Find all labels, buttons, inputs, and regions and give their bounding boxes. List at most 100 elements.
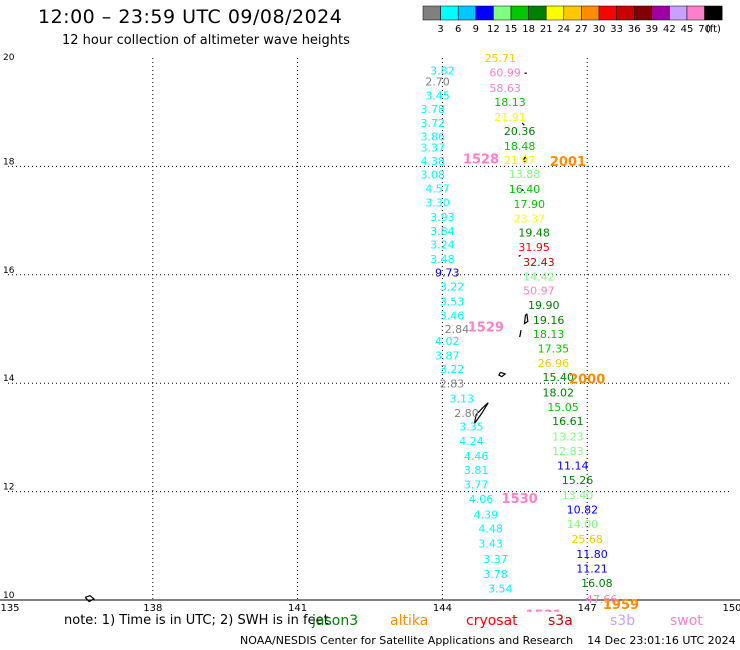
wave-height-value: 21.97 — [504, 154, 536, 167]
wave-height-value: 19.90 — [528, 299, 560, 312]
wave-height-value: 3.37 — [420, 141, 445, 154]
legend-cryosat: cryosat — [466, 613, 518, 629]
color-scale-label: (ft) — [706, 24, 721, 35]
color-scale-label: 36 — [628, 24, 641, 35]
legend-altika: altika — [390, 613, 429, 629]
y-tick-label: 10 — [3, 591, 15, 601]
credit-text: NOAA/NESDIS Center for Satellite Applica… — [240, 634, 574, 647]
wave-height-value: 14.42 — [523, 270, 555, 283]
pass-time-annotation: 1530 — [502, 492, 538, 507]
wave-height-value: 3.48 — [430, 253, 455, 266]
wave-height-value: 15.40 — [542, 371, 574, 384]
wave-height-value: 25.68 — [571, 533, 603, 546]
color-scale-label: 18 — [522, 24, 535, 35]
pass-time-annotation: 2001 — [550, 155, 586, 170]
wave-height-value: 3.08 — [420, 169, 445, 182]
wave-height-value: 16.61 — [552, 415, 584, 428]
wave-height-value: 19.48 — [518, 227, 550, 240]
coastline — [522, 155, 528, 163]
wave-height-value: 4.38 — [420, 155, 445, 168]
chart-subtitle: 12 hour collection of altimeter wave hei… — [62, 33, 350, 48]
wave-height-value: 32.43 — [523, 256, 555, 269]
wave-height-value: 11.21 — [576, 563, 608, 576]
pass-time-annotation: 1959 — [603, 598, 639, 612]
wave-height-value: 3.72 — [420, 117, 445, 130]
color-scale-label: 9 — [473, 24, 479, 35]
wave-height-value: 17.90 — [514, 198, 546, 211]
wave-height-value: 3.78 — [483, 568, 508, 581]
wave-height-value: 9.73 — [435, 267, 460, 280]
wave-height-value: 2.70 — [425, 75, 450, 88]
wave-height-value: 13.23 — [552, 430, 584, 443]
wave-height-value: 3.13 — [449, 392, 474, 405]
wave-height-value: 58.63 — [489, 82, 521, 95]
x-tick-label: 138 — [143, 603, 162, 612]
legend-swot: swot — [670, 613, 703, 629]
wave-height-value: 3.45 — [425, 89, 450, 102]
color-scale-legend: 3 6 9 12 15 18 21 24 27 30 33 36 39 42 45 70(ft) — [422, 5, 723, 35]
color-scale-label: 27 — [575, 24, 588, 35]
wave-height-value: 11.80 — [576, 548, 608, 561]
wave-height-value: 3.84 — [430, 225, 455, 238]
wave-height-value: 3.46 — [440, 309, 465, 322]
x-tick-label: 141 — [288, 603, 307, 612]
wave-height-value: 18.48 — [504, 140, 536, 153]
color-scale-label: 30 — [593, 24, 606, 35]
y-tick-label: 20 — [3, 53, 15, 63]
wave-height-value: 3.30 — [425, 197, 450, 210]
wave-height-value: 18.13 — [494, 96, 526, 109]
pass-time-annotation: 2000 — [569, 372, 605, 387]
wave-height-value: 3.22 — [440, 363, 465, 376]
wave-height-value: 4.06 — [469, 493, 494, 506]
wave-height-value: 15.05 — [547, 401, 579, 414]
color-scale-label: 6 — [455, 24, 461, 35]
wave-height-value: 2.83 — [440, 378, 465, 391]
wave-height-value: 18.02 — [542, 386, 574, 399]
wave-height-value: 3.53 — [440, 295, 465, 308]
coastline — [521, 122, 525, 126]
legend-jason3: jason3 — [312, 613, 359, 629]
wave-height-value: 3.43 — [478, 538, 503, 551]
chart-plot: 135 138 141 144 147 1501012141618203.822.703.… — [0, 52, 740, 612]
wave-height-value: 16.08 — [581, 577, 613, 590]
wave-height-value: 60.99 — [489, 67, 521, 80]
color-scale-label: 42 — [663, 24, 676, 35]
wave-height-value: 3.22 — [440, 281, 465, 294]
wave-height-value: 18.13 — [533, 328, 565, 341]
wave-height-value: 4.48 — [478, 522, 503, 535]
wave-height-value: 47.66 — [586, 593, 618, 606]
wave-height-value: 3.54 — [488, 583, 513, 596]
wave-height-value: 4.02 — [435, 335, 460, 348]
color-scale-label: 3 — [437, 24, 443, 35]
legend-s3a: s3a — [548, 613, 573, 629]
wave-height-value: 3.87 — [435, 350, 460, 363]
coastline — [84, 594, 95, 603]
wave-height-value: 25.71 — [485, 52, 517, 65]
pass-time-annotation: 1528 — [463, 152, 499, 167]
legend-note: note: 1) Time is in UTC; 2) SWH is in fe… — [64, 613, 329, 628]
color-scale-label: 15 — [505, 24, 518, 35]
color-scale-label: 45 — [681, 24, 694, 35]
wave-height-value: 3.78 — [420, 103, 445, 116]
wave-height-value: 3.81 — [464, 464, 489, 477]
wave-height-value: 10.82 — [567, 503, 599, 516]
wave-height-value: 4.24 — [459, 435, 484, 448]
wave-height-value: 11.14 — [557, 460, 589, 473]
chart-title: 12:00 – 23:59 UTC 09/08/2024 — [38, 6, 343, 28]
wave-height-value: 3.82 — [430, 64, 455, 77]
wave-height-value: 4.39 — [474, 508, 499, 521]
coastline — [473, 402, 489, 425]
wave-height-value: 2.80 — [454, 407, 479, 420]
wave-height-value: 13.88 — [509, 168, 541, 181]
wave-height-value: 2.84 — [445, 323, 470, 336]
legend-s3b: s3b — [610, 613, 636, 629]
wave-height-value: 3.77 — [464, 479, 489, 492]
y-tick-label: 12 — [3, 483, 14, 493]
y-tick-label: 16 — [3, 266, 15, 276]
coastline — [498, 371, 507, 378]
x-tick-label: 135 — [0, 603, 19, 612]
wave-height-value: 3.35 — [459, 421, 484, 434]
wave-height-value: 13.40 — [562, 489, 594, 502]
wave-height-value: 3.37 — [483, 553, 508, 566]
color-swatch — [704, 5, 723, 21]
